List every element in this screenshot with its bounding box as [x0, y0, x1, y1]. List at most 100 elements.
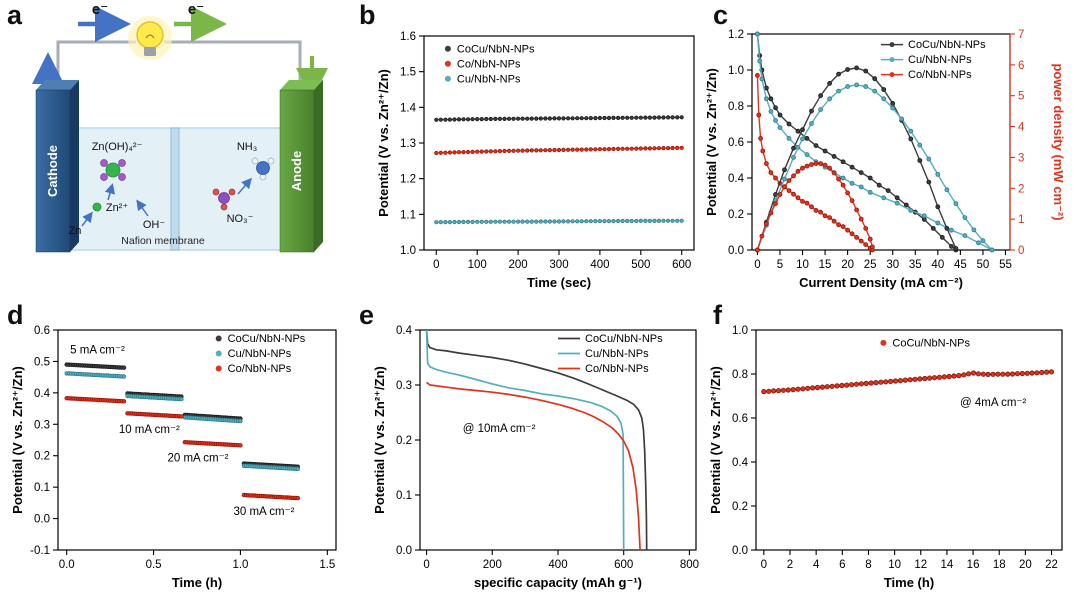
- series-marker: [962, 233, 968, 239]
- x-tick-label: 400: [590, 259, 609, 271]
- anode-side: [314, 80, 323, 252]
- series-marker: [461, 219, 466, 224]
- legend-marker: [444, 45, 451, 52]
- x-tick-label: 1.0: [232, 559, 248, 571]
- x-tick-label: 200: [508, 259, 527, 271]
- x-tick-label: 50: [977, 259, 990, 271]
- y-tick-label: 0.0: [732, 545, 748, 557]
- series-marker: [611, 219, 616, 224]
- series-marker: [773, 175, 778, 181]
- series-marker: [543, 116, 548, 121]
- series-marker: [579, 219, 584, 224]
- x-tick-label: 0: [761, 559, 767, 571]
- series-marker: [853, 381, 860, 387]
- series-marker: [447, 150, 453, 155]
- y-tick-label: 0.4: [34, 388, 51, 400]
- series-marker: [845, 227, 851, 233]
- series-marker: [780, 387, 787, 393]
- series-marker: [570, 219, 575, 224]
- series-marker: [493, 149, 498, 154]
- series-marker: [634, 146, 639, 151]
- series-marker: [768, 109, 774, 114]
- series-marker: [456, 117, 462, 122]
- series-marker: [836, 222, 842, 228]
- series-marker: [773, 118, 778, 123]
- series-marker: [493, 219, 498, 224]
- x-tick-label: 20: [1019, 559, 1032, 571]
- y-tick-label: 0.3: [396, 380, 412, 392]
- series-marker: [611, 115, 616, 121]
- series-marker: [818, 107, 823, 112]
- series-marker: [121, 365, 127, 370]
- series-marker: [597, 219, 602, 224]
- zinc-ion-dot: [92, 202, 102, 212]
- series-marker: [840, 182, 846, 188]
- series-line: [425, 329, 625, 551]
- y-axis-title: Potential (V vs. Zn²⁺/Zn): [372, 366, 387, 514]
- series-marker: [768, 96, 774, 102]
- series-marker: [908, 207, 914, 213]
- series-marker: [1034, 370, 1040, 376]
- series-marker: [831, 170, 837, 176]
- series-marker: [773, 201, 778, 207]
- series-marker: [497, 149, 502, 154]
- series-marker: [461, 150, 466, 155]
- series-marker: [643, 115, 648, 120]
- series-marker: [990, 371, 996, 377]
- series-marker: [615, 115, 621, 121]
- series-marker: [854, 65, 860, 71]
- series-marker: [881, 96, 887, 102]
- series-marker: [452, 150, 457, 155]
- bulb-filament: [145, 34, 155, 39]
- anode-top: [280, 80, 323, 90]
- series-marker: [827, 215, 832, 221]
- y-tick-label: 0.0: [396, 545, 412, 557]
- zinc-ion-to-zincate-arrow: [104, 183, 115, 201]
- series-marker: [899, 116, 905, 122]
- x-tick-label: 12: [914, 559, 927, 571]
- y-tick-label: 0.6: [34, 325, 50, 337]
- x-axis-title: Time (h): [884, 575, 934, 590]
- x-tick-label: 300: [549, 259, 568, 271]
- series-marker: [827, 96, 832, 102]
- legend-label: CoCu/NbN-NPs: [908, 39, 986, 51]
- series-marker: [795, 168, 801, 174]
- series-marker: [805, 385, 811, 391]
- panel-letter-d: d: [7, 300, 24, 330]
- series-marker: [584, 219, 589, 224]
- x-tick-label: 100: [468, 259, 487, 271]
- series-marker: [502, 148, 507, 154]
- electron-label-left: e⁻: [92, 1, 108, 18]
- series-marker: [652, 115, 657, 120]
- series-marker: [443, 220, 448, 225]
- series-marker: [1048, 369, 1055, 375]
- series-marker: [588, 219, 593, 224]
- series-marker: [443, 117, 448, 122]
- membrane-label: Nafion membrane: [121, 235, 205, 247]
- series-marker: [951, 373, 957, 379]
- series-marker: [953, 246, 959, 251]
- legend-marker: [880, 339, 887, 346]
- series-marker: [516, 116, 521, 121]
- series-marker: [606, 147, 612, 152]
- legend-label: Co/NbN-NPs: [228, 363, 292, 375]
- legend-marker: [889, 57, 895, 63]
- series-marker: [552, 116, 557, 121]
- series-marker: [849, 382, 855, 388]
- series-marker: [782, 184, 787, 190]
- series-marker: [813, 207, 819, 213]
- series-marker: [638, 146, 643, 151]
- series-marker: [836, 176, 842, 182]
- legend-label: Cu/NbN-NPs: [457, 73, 521, 85]
- series-marker: [561, 116, 566, 121]
- series-marker: [761, 389, 767, 395]
- panel-c-polarization-chart: c 0 5 10 15 20 25 30 35 40 45 50 55 0.0 0.2 0.4 0.6 0.8 1…: [706, 0, 1080, 300]
- series-marker: [810, 385, 816, 391]
- hydroxide-label: OH⁻: [143, 219, 166, 231]
- series-marker: [516, 219, 521, 224]
- series-marker: [675, 145, 680, 150]
- x-tick-label: 8: [865, 559, 871, 571]
- series-marker: [511, 116, 516, 121]
- y-tick-label: 1.2: [400, 174, 416, 186]
